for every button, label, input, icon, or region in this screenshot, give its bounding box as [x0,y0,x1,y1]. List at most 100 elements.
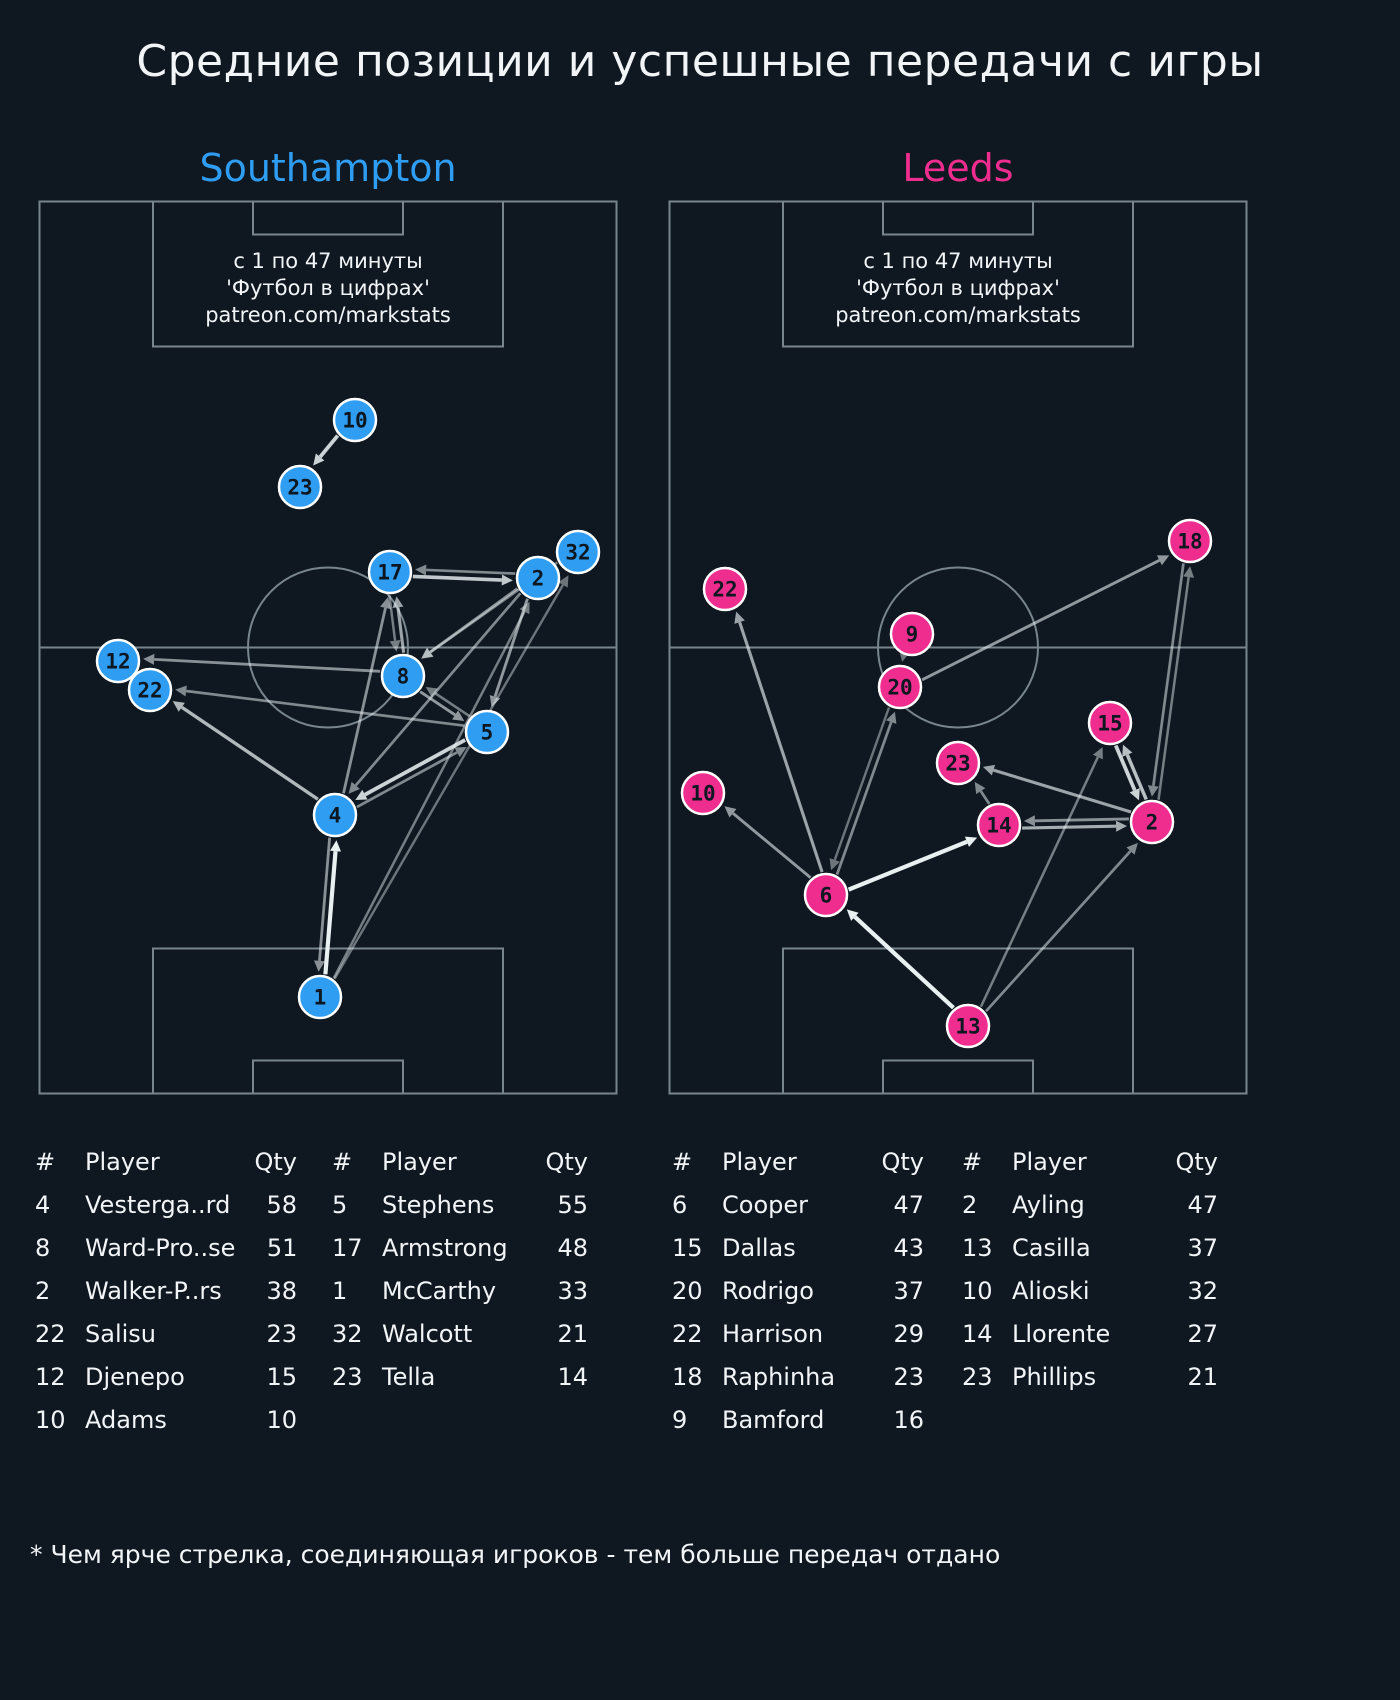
player-node-southampton-4: 4 [312,792,358,838]
table-row: 15 Dallas 43 [672,1226,924,1269]
player-num: 2 [35,1276,51,1305]
player-name: Tella [382,1362,436,1391]
player-node-southampton-5: 5 [464,709,510,755]
pass-arrow [313,434,340,466]
player-node-southampton-17: 17 [367,549,413,595]
svg-text:с 1 по 47 минуты: с 1 по 47 минуты [233,249,422,273]
pass-arrow [835,711,897,875]
table-row: 9 Bamford 16 [672,1398,924,1441]
player-num: 17 [332,1233,363,1262]
pass-arrow [489,598,529,708]
player-num: 32 [332,1319,363,1348]
player-qty: 32 [1187,1276,1218,1305]
header-num: # [332,1147,353,1176]
table-leeds-0: # Player Qty 6 Cooper 47 15 Dallas 43 20 Rodrigo 37… [672,1140,924,1441]
svg-text:patreon.com/markstats: patreon.com/markstats [835,303,1081,327]
svg-text:8: 8 [397,665,410,689]
svg-text:23: 23 [287,476,312,500]
player-name: Walcott [382,1319,473,1348]
table-row: 1 McCarthy 33 [332,1269,588,1312]
header-name: Player [1012,1147,1087,1176]
pass-arrow [421,587,519,659]
player-qty: 58 [266,1190,297,1219]
player-name: Ward-Pro..se [85,1233,236,1262]
pass-arrow [419,690,465,722]
pass-arrow [332,601,530,979]
pass-arrow [313,837,332,972]
pass-arrow [982,764,1132,814]
player-qty: 47 [893,1190,924,1219]
svg-text:'Футбол в цифрах': 'Футбол в цифрах' [226,276,430,300]
pitch-southampton: с 1 по 47 минуты 'Футбол в цифрах' patreon… [38,200,618,1095]
table-row: 10 Alioski 32 [962,1269,1218,1312]
player-qty: 21 [1187,1362,1218,1391]
player-name: Stephens [382,1190,495,1219]
svg-text:patreon.com/markstats: patreon.com/markstats [205,303,451,327]
pitch-annotation: с 1 по 47 минуты 'Футбол в цифрах' patreon… [835,249,1081,327]
table-row: 32 Walcott 21 [332,1312,588,1355]
player-node-leeds-23: 23 [935,740,981,786]
player-num: 10 [962,1276,993,1305]
player-qty: 48 [557,1233,588,1262]
player-num: 18 [672,1362,703,1391]
pass-arrow [348,592,522,794]
pass-arrows [143,434,569,980]
header-qty: Qty [545,1147,588,1176]
player-num: 20 [672,1276,703,1305]
player-node-southampton-8: 8 [380,653,426,699]
player-name: Walker-P..rs [85,1276,222,1305]
player-num: 23 [962,1362,993,1391]
player-qty: 10 [266,1405,297,1434]
player-num: 22 [672,1319,703,1348]
table-row: 6 Cooper 47 [672,1183,924,1226]
pitch-leeds: с 1 по 47 минуты 'Футбол в цифрах' patreon… [668,200,1248,1095]
player-nodes: 10 23 17 32 2 12 22 8 5 4 1 [95,397,601,1020]
player-node-southampton-22: 22 [127,667,173,713]
player-qty: 43 [893,1233,924,1262]
svg-text:14: 14 [986,814,1011,838]
svg-text:13: 13 [955,1015,980,1039]
player-qty: 14 [557,1362,588,1391]
player-name: Alioski [1012,1276,1090,1305]
pass-arrow [392,596,406,653]
header-name: Player [85,1147,160,1176]
player-qty: 21 [557,1319,588,1348]
player-num: 8 [35,1233,51,1262]
pass-arrow [342,597,391,794]
player-qty: 38 [266,1276,297,1305]
player-qty: 47 [1187,1190,1218,1219]
pitch-lines [38,200,618,1095]
table-row: 13 Casilla 37 [962,1226,1218,1269]
pass-arrow [1157,566,1195,800]
player-num: 12 [35,1362,66,1391]
player-num: 6 [672,1190,688,1219]
pass-arrow [846,909,955,1010]
table-header: # Player Qty [35,1140,297,1183]
player-name: Llorente [1012,1319,1111,1348]
svg-text:5: 5 [481,721,494,745]
player-qty: 51 [266,1233,298,1262]
player-name: Bamford [722,1405,825,1434]
svg-text:20: 20 [887,676,912,700]
player-num: 10 [35,1405,66,1434]
svg-text:9: 9 [906,623,919,647]
svg-text:18: 18 [1177,530,1202,554]
player-qty: 29 [893,1319,924,1348]
player-num: 13 [962,1233,993,1262]
pitch-lines [668,200,1248,1095]
pass-arrow [921,555,1170,682]
table-row: 4 Vesterga..rd 58 [35,1183,297,1226]
table-header: # Player Qty [332,1140,588,1183]
player-nodes: 18 22 9 20 15 23 10 14 2 6 13 [680,518,1213,1049]
pass-arrow [425,686,471,718]
player-num: 2 [962,1190,978,1219]
player-node-leeds-10: 10 [680,770,726,816]
player-node-leeds-2: 2 [1129,799,1175,845]
player-qty: 37 [893,1276,924,1305]
header-name: Player [382,1147,457,1176]
player-node-leeds-6: 6 [803,872,849,918]
pass-arrow [985,842,1138,1013]
table-row: 20 Rodrigo 37 [672,1269,924,1312]
player-node-leeds-20: 20 [877,664,923,710]
